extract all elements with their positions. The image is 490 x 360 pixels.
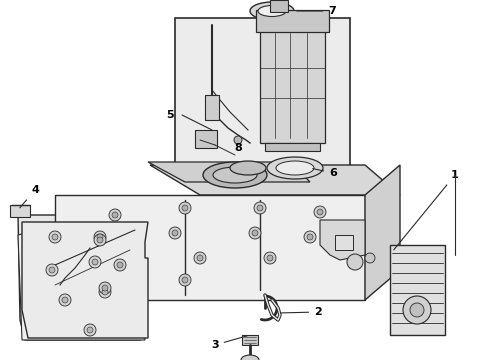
Circle shape bbox=[59, 294, 71, 306]
Bar bbox=[10, 205, 30, 217]
Circle shape bbox=[317, 209, 323, 215]
Bar bbox=[256, 10, 329, 32]
Circle shape bbox=[89, 256, 101, 268]
Circle shape bbox=[182, 277, 188, 283]
Ellipse shape bbox=[258, 5, 286, 17]
Ellipse shape bbox=[276, 161, 314, 175]
Text: 7: 7 bbox=[297, 6, 336, 16]
Circle shape bbox=[46, 264, 58, 276]
Circle shape bbox=[49, 231, 61, 243]
Circle shape bbox=[169, 227, 181, 239]
Circle shape bbox=[365, 253, 375, 263]
Circle shape bbox=[307, 234, 313, 240]
Circle shape bbox=[92, 259, 98, 265]
Circle shape bbox=[97, 237, 103, 243]
Circle shape bbox=[197, 255, 203, 261]
Bar bbox=[205, 95, 219, 120]
Ellipse shape bbox=[203, 162, 267, 188]
Text: 4: 4 bbox=[20, 185, 39, 208]
Circle shape bbox=[403, 296, 431, 324]
Polygon shape bbox=[148, 162, 310, 182]
Circle shape bbox=[304, 231, 316, 243]
Text: 2: 2 bbox=[281, 307, 322, 317]
Circle shape bbox=[112, 212, 118, 218]
Circle shape bbox=[114, 259, 126, 271]
Polygon shape bbox=[365, 165, 400, 300]
Bar bbox=[335, 235, 353, 250]
Polygon shape bbox=[150, 165, 400, 195]
Polygon shape bbox=[320, 220, 365, 260]
Ellipse shape bbox=[267, 157, 323, 179]
Circle shape bbox=[94, 234, 106, 246]
Circle shape bbox=[102, 285, 108, 291]
Circle shape bbox=[194, 252, 206, 264]
Circle shape bbox=[87, 327, 93, 333]
Circle shape bbox=[267, 255, 273, 261]
Circle shape bbox=[179, 202, 191, 214]
Circle shape bbox=[49, 267, 55, 273]
Polygon shape bbox=[18, 225, 145, 340]
Ellipse shape bbox=[250, 2, 294, 20]
Circle shape bbox=[254, 202, 266, 214]
Circle shape bbox=[94, 231, 106, 243]
Polygon shape bbox=[55, 195, 365, 300]
Circle shape bbox=[314, 206, 326, 218]
Ellipse shape bbox=[213, 167, 257, 183]
Circle shape bbox=[102, 289, 108, 295]
Circle shape bbox=[182, 205, 188, 211]
Circle shape bbox=[99, 282, 111, 294]
Ellipse shape bbox=[230, 161, 266, 175]
Circle shape bbox=[52, 234, 58, 240]
Circle shape bbox=[257, 205, 263, 211]
Circle shape bbox=[109, 209, 121, 221]
Polygon shape bbox=[18, 215, 150, 340]
Circle shape bbox=[99, 286, 111, 298]
Text: 6: 6 bbox=[313, 168, 337, 178]
Bar bbox=[265, 143, 320, 151]
Bar bbox=[270, 0, 288, 12]
Bar bbox=[390, 245, 445, 335]
Circle shape bbox=[410, 303, 424, 317]
Text: 1: 1 bbox=[394, 170, 459, 250]
Bar bbox=[195, 130, 217, 148]
Circle shape bbox=[84, 324, 96, 336]
Circle shape bbox=[117, 262, 123, 268]
Circle shape bbox=[347, 254, 363, 270]
Text: 5: 5 bbox=[166, 110, 174, 120]
Circle shape bbox=[97, 234, 103, 240]
Circle shape bbox=[172, 230, 178, 236]
Circle shape bbox=[234, 136, 242, 144]
Circle shape bbox=[249, 227, 261, 239]
Circle shape bbox=[252, 230, 258, 236]
Bar bbox=[242, 335, 258, 345]
Text: 8: 8 bbox=[234, 143, 242, 153]
Circle shape bbox=[264, 252, 276, 264]
Circle shape bbox=[62, 297, 68, 303]
Circle shape bbox=[179, 274, 191, 286]
Text: 3: 3 bbox=[211, 336, 247, 350]
Bar bbox=[260, 28, 325, 143]
Ellipse shape bbox=[241, 355, 259, 360]
Bar bbox=[175, 18, 350, 175]
Polygon shape bbox=[22, 222, 148, 338]
